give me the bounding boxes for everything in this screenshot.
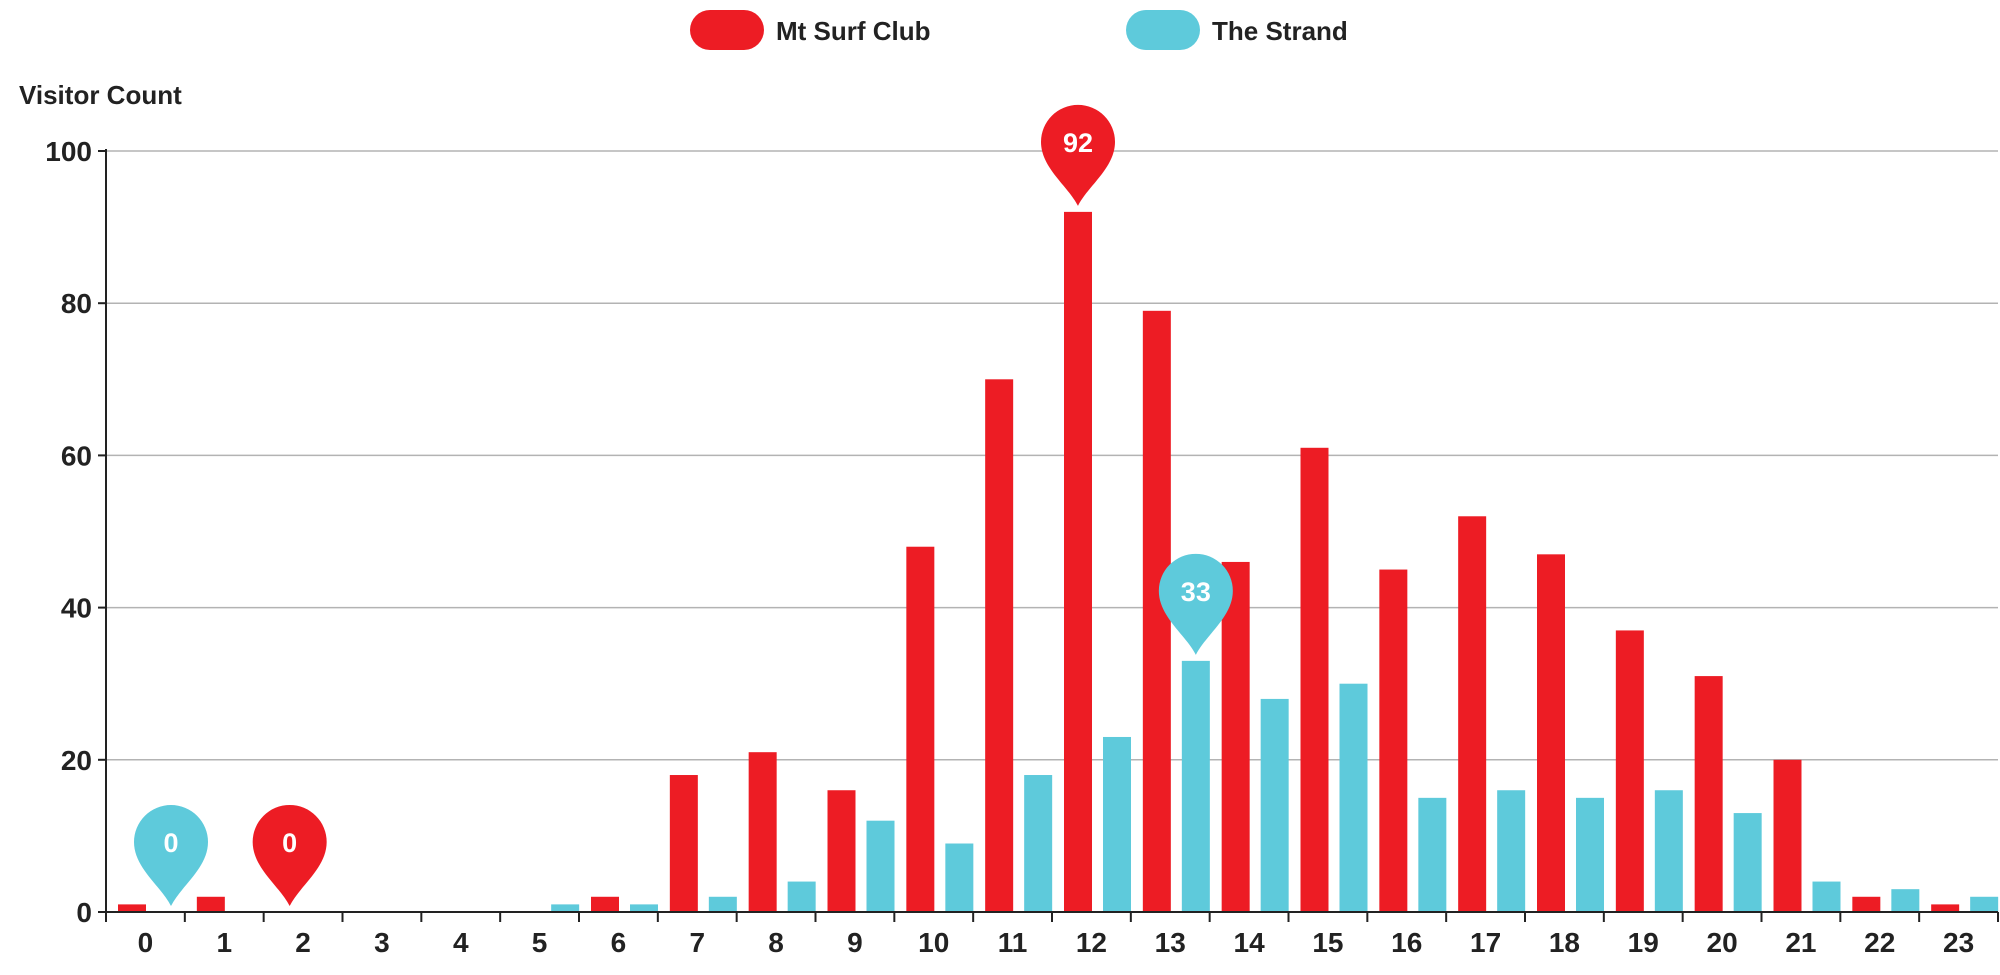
bar-the-strand-8 — [787, 881, 816, 912]
pin-marker-icon — [1041, 104, 1115, 206]
pin-marker-icon — [252, 804, 327, 906]
x-tick-label: 22 — [1864, 927, 1895, 958]
bar-the-strand-5 — [551, 904, 580, 912]
x-tick-label: 8 — [768, 927, 784, 958]
x-tick-label: 11 — [998, 927, 1028, 958]
y-tick-label: 20 — [61, 745, 92, 776]
bar-the-strand-18 — [1576, 797, 1604, 912]
bar-the-strand-20 — [1733, 813, 1762, 912]
bar-mt-surf-club-23 — [1931, 904, 1960, 912]
bar-mt-surf-club-10 — [906, 546, 935, 912]
y-tick-label: 0 — [76, 897, 92, 928]
bar-the-strand-19 — [1654, 790, 1683, 912]
bar-mt-surf-club-21 — [1773, 759, 1802, 912]
x-tick-label: 14 — [1234, 927, 1266, 958]
bar-the-strand-6 — [630, 904, 658, 912]
pin-marker-icon — [134, 805, 208, 906]
bar-mt-surf-club-11 — [985, 379, 1014, 912]
x-tick-label: 13 — [1155, 927, 1186, 958]
bar-the-strand-15 — [1339, 683, 1368, 912]
x-tick-label: 23 — [1943, 927, 1974, 958]
pin-label: 0 — [282, 828, 297, 858]
bar-mt-surf-club-16 — [1379, 569, 1408, 912]
legend-swatch-1 — [1126, 10, 1200, 50]
bar-the-strand-10 — [945, 843, 974, 912]
bar-the-strand-13 — [1181, 660, 1210, 912]
axes: 0 1 2 3 4 5 6 7 8 9 10 11 12 13 14 15 16 17 18 19 20 21 22 23 — [105, 149, 1999, 958]
x-tick-label: 0 — [138, 927, 154, 958]
x-tick-label: 17 — [1470, 927, 1501, 958]
bar-mt-surf-club-18 — [1537, 554, 1565, 912]
bar-mt-surf-club-15 — [1300, 447, 1329, 912]
bar-the-strand-14 — [1260, 698, 1289, 912]
x-tick-label: 5 — [532, 927, 548, 958]
legend-label-0: Mt Surf Club — [776, 16, 931, 46]
annotation-pin: 92 — [1041, 104, 1115, 206]
x-tick-label: 20 — [1707, 927, 1738, 958]
pin-label: 92 — [1063, 128, 1093, 158]
bar-mt-surf-club-7 — [669, 775, 698, 912]
bar-mt-surf-club-9 — [827, 790, 856, 912]
x-tick-label: 10 — [918, 927, 949, 958]
x-tick-label: 21 — [1785, 927, 1816, 958]
x-tick-label: 4 — [453, 927, 469, 958]
pin-marker-icon — [1158, 553, 1233, 655]
bar-mt-surf-club-1 — [196, 896, 225, 912]
legend: Mt Surf Club The Strand — [690, 10, 1348, 50]
bar-the-strand-16 — [1418, 797, 1447, 912]
bar-the-strand-9 — [866, 820, 895, 912]
x-tick-label: 19 — [1628, 927, 1659, 958]
annotation-pin: 33 — [1158, 553, 1233, 655]
bar-the-strand-11 — [1024, 775, 1053, 912]
x-tick-label: 18 — [1549, 927, 1580, 958]
bar-the-strand-23 — [1970, 896, 1999, 912]
y-tick-label: 60 — [61, 440, 92, 471]
pin-label: 33 — [1181, 577, 1211, 607]
bar-mt-surf-club-12 — [1064, 211, 1092, 912]
x-tick-label: 1 — [216, 927, 232, 958]
bar-mt-surf-club-22 — [1852, 896, 1881, 912]
annotation-pins: 0 0 92 33 — [134, 104, 1233, 906]
x-tick-label: 9 — [847, 927, 863, 958]
bar-mt-surf-club-14 — [1221, 561, 1250, 912]
annotation-pin: 0 — [252, 804, 327, 906]
bar-mt-surf-club-20 — [1694, 676, 1723, 912]
bar-the-strand-17 — [1497, 790, 1526, 912]
y-tick-label: 40 — [61, 593, 92, 624]
y-axis-label: Visitor Count — [19, 80, 182, 110]
y-tick-label: 100 — [45, 136, 92, 167]
bar-the-strand-12 — [1103, 736, 1131, 912]
x-tick-label: 2 — [295, 927, 311, 958]
bar-mt-surf-club-6 — [591, 896, 619, 912]
bar-mt-surf-club-17 — [1458, 516, 1487, 912]
legend-label-1: The Strand — [1212, 16, 1348, 46]
bar-mt-surf-club-0 — [118, 904, 146, 912]
bar-the-strand-7 — [708, 896, 737, 912]
x-tick-label: 7 — [689, 927, 705, 958]
legend-swatch-0 — [690, 10, 764, 50]
bars — [118, 211, 1999, 912]
bar-the-strand-22 — [1891, 889, 1920, 912]
bar-mt-surf-club-19 — [1615, 630, 1644, 912]
x-tick-label: 16 — [1391, 927, 1422, 958]
x-tick-label: 12 — [1076, 927, 1107, 958]
y-tick-label: 80 — [61, 288, 92, 319]
pin-label: 0 — [163, 828, 178, 858]
x-tick-label: 6 — [611, 927, 627, 958]
x-tick-label: 15 — [1312, 927, 1343, 958]
annotation-pin: 0 — [134, 805, 208, 906]
bar-mt-surf-club-8 — [748, 752, 777, 912]
bar-the-strand-21 — [1812, 881, 1841, 912]
x-tick-label: 3 — [374, 927, 390, 958]
